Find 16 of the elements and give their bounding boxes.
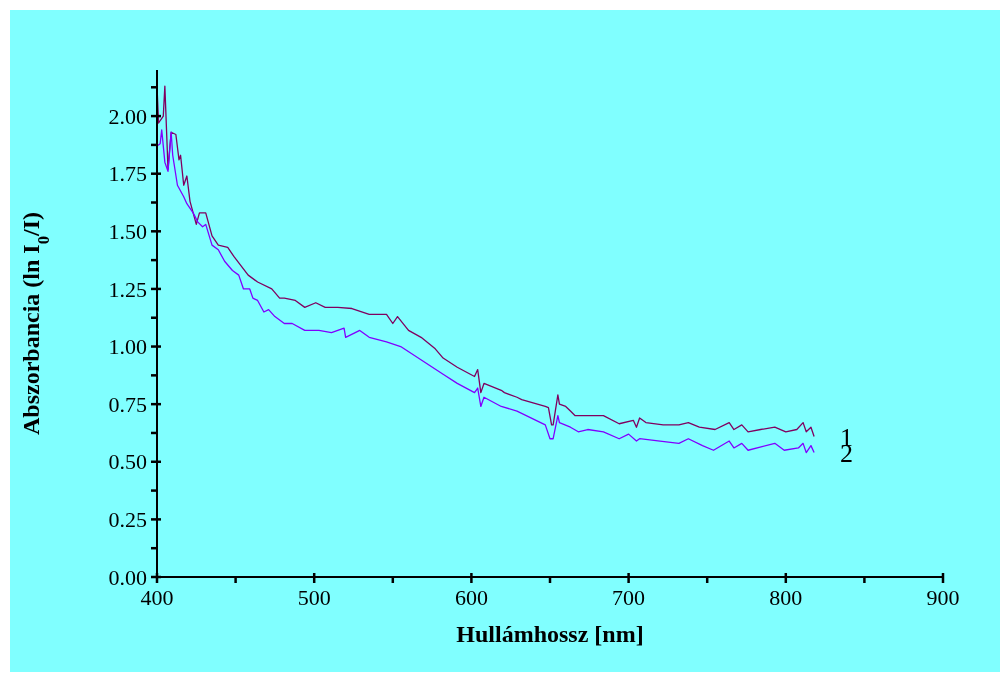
x-tick-label: 500 [297,585,331,610]
y-tick-label: 1.75 [108,161,147,187]
y-tick-label: 1.50 [108,219,147,245]
y-tick-label: 1.00 [108,334,147,360]
y-tick-label: 0.75 [108,391,147,417]
y-tick-label: 1.25 [108,276,147,302]
x-tick-label: 600 [454,585,488,610]
y-tick-label: 0.50 [108,449,147,475]
x-tick-label: 700 [612,585,646,610]
line-series [157,129,815,454]
x-axis-title: Hullámhossz [nm] [456,621,644,647]
y-tick-label: 2.00 [108,103,147,129]
x-tick-label: 900 [926,585,960,610]
x-tick-label: 800 [769,585,803,610]
y-tick-label: 0.25 [108,507,147,533]
line-series [157,85,815,438]
